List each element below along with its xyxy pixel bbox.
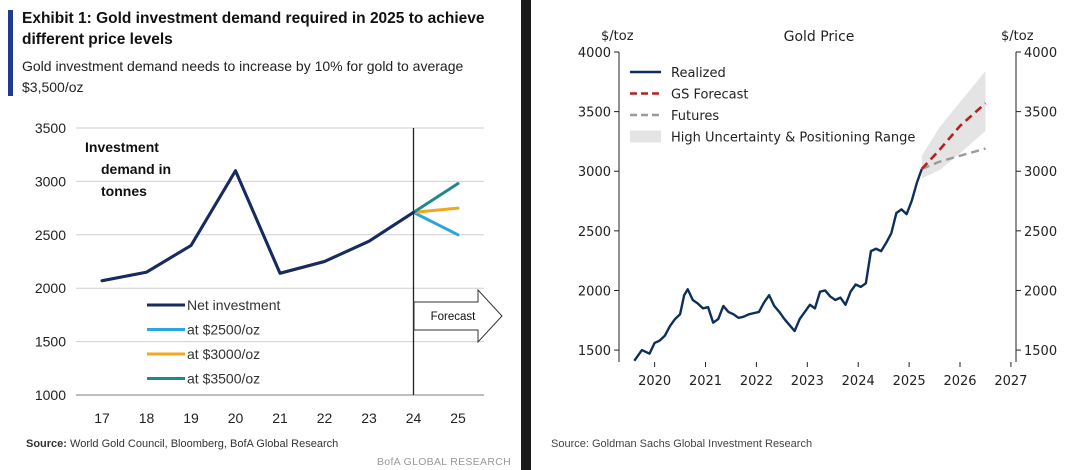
x-tick-label: 23 — [361, 410, 377, 426]
inner-title-line: tonnes — [101, 183, 147, 199]
right-y-tick-label: 1500 — [1024, 344, 1057, 359]
x-tick-label: 2024 — [842, 374, 875, 389]
left-y-tick-label: 4000 — [578, 46, 611, 61]
legend-label: at $3000/oz — [187, 346, 260, 362]
futures-line — [921, 147, 986, 170]
left-chart-subtitle: Gold investment demand needs to increase… — [22, 58, 464, 95]
inner-title-line: demand in — [101, 161, 171, 177]
uncertainty-band — [921, 71, 986, 179]
left-chart-panel: Exhibit 1: Gold investment demand requir… — [0, 0, 521, 470]
left-legend: Net investment at $2500/oz at $3000/oz at $… — [147, 297, 280, 387]
left-x-ticks: 17 18 19 20 21 22 23 24 25 — [94, 410, 466, 426]
forecast-arrow-shape — [413, 288, 503, 344]
y-tick-label: 3500 — [35, 120, 66, 136]
exhibit-accent-bar — [8, 10, 13, 96]
legend-swatch — [630, 130, 661, 143]
right-chart-panel: Gold Price $/toz $/toz 1500 1500 2000 2000 2… — [531, 0, 1070, 470]
left-y-tick-label: 2500 — [578, 225, 611, 240]
left-y-tick-label: 1500 — [578, 344, 611, 359]
y-tick-label: 1000 — [35, 387, 66, 403]
right-y-ticks: 1500 1500 2000 2000 2500 2500 3000 3000 3500 3500… — [578, 46, 1057, 359]
left-chart-title: Exhibit 1: Gold investment demand requir… — [22, 10, 485, 48]
x-tick-label: 2021 — [689, 374, 722, 389]
x-tick-label: 2026 — [943, 374, 976, 389]
left-y-tick-label: 3500 — [578, 106, 611, 121]
legend-label: at $2500/oz — [187, 322, 260, 338]
series-line — [412, 206, 460, 214]
x-tick-label: 24 — [406, 410, 422, 426]
x-tick-label: 2020 — [638, 374, 671, 389]
left-grid — [76, 127, 484, 396]
left-source: Source: World Gold Council, Bloomberg, B… — [26, 438, 338, 450]
x-tick-label: 25 — [450, 410, 466, 426]
right-y-tick-label: 4000 — [1024, 46, 1057, 61]
right-chart-title: Gold Price — [784, 29, 855, 45]
x-tick-label: 2022 — [740, 374, 773, 389]
left-source-text: World Gold Council, Bloomberg, BofA Glob… — [66, 438, 339, 450]
series-line — [100, 169, 415, 283]
right-y-tick-label: 3500 — [1024, 106, 1057, 121]
realized-line — [633, 168, 923, 362]
legend-label: Futures — [671, 109, 719, 124]
uncertainty-area — [921, 71, 986, 179]
legend-label: Realized — [671, 66, 726, 81]
left-axis-unit: $/toz — [601, 29, 634, 44]
x-tick-label: 20 — [228, 410, 244, 426]
right-axes — [618, 52, 1017, 362]
left-source-label: Source: — [26, 438, 67, 450]
inner-title-line: Investment — [85, 139, 159, 155]
y-tick-label: 2500 — [35, 227, 66, 243]
left-inner-title: Investment demand in tonnes — [85, 139, 171, 199]
series-line — [412, 210, 460, 237]
left-y-ticks: 1000 1500 2000 2500 3000 3500 — [35, 120, 66, 403]
x-tick-label: 21 — [272, 410, 288, 426]
forecast-label: Forecast — [431, 311, 477, 323]
y-tick-label: 3000 — [35, 173, 66, 189]
legend-label: Net investment — [187, 297, 280, 313]
gold-price-chart: Gold Price $/toz $/toz 1500 1500 2000 2000 2… — [578, 29, 1057, 389]
forecast-arrow: Forecast — [413, 288, 503, 344]
right-legend: Realized GS Forecast Futures High Uncertain… — [630, 66, 915, 146]
left-y-tick-label: 2000 — [578, 284, 611, 299]
x-tick-label: 2027 — [994, 374, 1027, 389]
x-tick-label: 18 — [139, 410, 155, 426]
right-axis-unit: $/toz — [1001, 29, 1034, 44]
x-tick-label: 19 — [183, 410, 199, 426]
legend-label: at $3500/oz — [187, 371, 260, 387]
x-tick-label: 2025 — [893, 374, 926, 389]
series-line — [100, 169, 460, 283]
right-source: Source: Goldman Sachs Global Investment … — [551, 438, 813, 450]
left-y-tick-label: 3000 — [578, 165, 611, 180]
right-series — [633, 102, 987, 362]
gs-forecast-line — [920, 102, 987, 170]
right-y-tick-label: 3000 — [1024, 165, 1057, 180]
x-tick-label: 17 — [94, 410, 110, 426]
x-tick-label: 2023 — [791, 374, 824, 389]
bofa-brand: BofA GLOBAL RESEARCH — [377, 456, 511, 468]
legend-label: GS Forecast — [671, 88, 748, 103]
legend-label: High Uncertainty & Positioning Range — [671, 131, 915, 146]
right-y-tick-label: 2500 — [1024, 225, 1057, 240]
y-tick-label: 1500 — [35, 334, 66, 350]
x-tick-label: 22 — [317, 410, 333, 426]
left-series — [100, 169, 460, 283]
y-tick-label: 2000 — [35, 280, 66, 296]
right-y-tick-label: 2000 — [1024, 284, 1057, 299]
investment-demand-chart: 1000 1500 2000 2500 3000 3500 17 18 19 20 21 22 23 2… — [35, 120, 503, 426]
right-x-ticks: 2020 2021 2022 2023 2024 2025 2026 2027 — [638, 362, 1027, 389]
